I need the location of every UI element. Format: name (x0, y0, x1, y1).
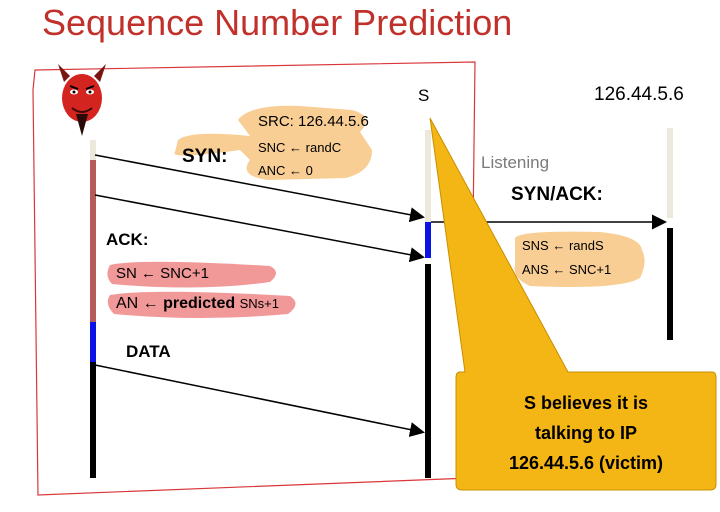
ack-sn-text: SN ← SNC+1 (116, 265, 209, 282)
callout-line-1: S believes it is (523, 393, 649, 413)
callout-bubble (429, 117, 717, 491)
callout-line-3: 126.44.5.6 (victim) (508, 453, 664, 473)
synack-sn-text: SNS ← randS (522, 238, 604, 253)
syn-label: SYN: (182, 146, 228, 167)
attacker-border (32, 61, 476, 496)
data-label: DATA (126, 342, 171, 361)
ack-arrow (94, 194, 425, 263)
ack-label: ACK: (106, 230, 149, 249)
syn-highlight (174, 105, 372, 180)
syn-src-text: SRC: 126.44.5.6 (258, 113, 369, 130)
server-label: S (418, 86, 430, 105)
ack-sn-highlight (107, 261, 276, 288)
synack-highlight (514, 231, 645, 287)
ack-an-text: AN ← predicted SNs+1 (116, 295, 279, 312)
listening-label: Listening (481, 153, 550, 172)
synack-label: SYN/ACK: (511, 184, 603, 205)
callout-text: S believes it is talking to IP 126.44.5.… (456, 388, 716, 478)
devil-attacker-icon (58, 64, 106, 136)
ack-an-highlight (107, 291, 296, 318)
syn-arrow (94, 154, 425, 223)
data-arrow (94, 364, 425, 437)
syn-sn-text: SNC ← randC (258, 140, 342, 155)
victim-ip-label: 126.44.5.6 (594, 84, 684, 105)
syn-an-text: ANC ← 0 (258, 163, 313, 178)
callout-line-2: talking to IP (534, 423, 637, 443)
slide-title: Sequence Number Prediction (42, 2, 513, 43)
synack-an-text: ANS ← SNC+1 (522, 262, 612, 277)
